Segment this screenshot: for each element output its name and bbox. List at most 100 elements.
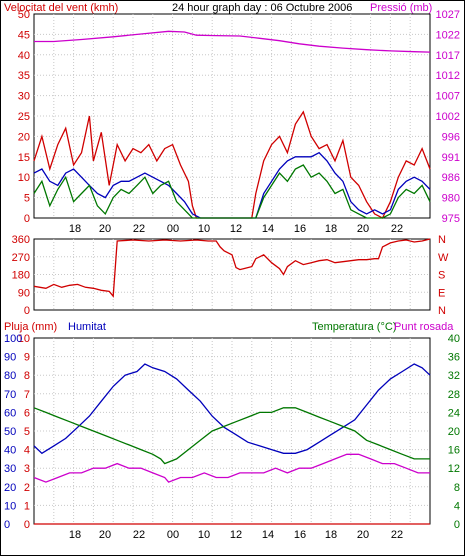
tick-label: 1 <box>24 500 30 512</box>
series-line <box>33 164 431 219</box>
hour-label: 00 <box>167 223 179 235</box>
hour-label: 12 <box>230 223 242 235</box>
tick-label: 16 <box>448 445 460 457</box>
tick-label: E <box>438 287 445 299</box>
tick-label: 40 <box>448 333 460 345</box>
tick-label: 360 <box>12 234 30 246</box>
tick-label: 1017 <box>436 50 460 62</box>
tick-label: 0 <box>4 519 10 531</box>
tick-label: 45 <box>18 29 30 41</box>
tick-label: 1012 <box>436 70 460 82</box>
tick-label: 25 <box>18 111 30 123</box>
tick-label: 4 <box>454 500 460 512</box>
tick-label: 12 <box>448 463 460 475</box>
tick-label: 986 <box>442 172 460 184</box>
tick-label: 20 <box>448 426 460 438</box>
pressure-label: Pressió (mb) <box>370 2 432 14</box>
tick-label: 10 <box>4 500 16 512</box>
hour-label: 22 <box>133 529 145 541</box>
hour-label: 22 <box>133 223 145 235</box>
tick-label: 8 <box>454 482 460 494</box>
hour-label: 18 <box>325 529 337 541</box>
tick-label: 15 <box>18 152 30 164</box>
tick-label: S <box>438 270 445 282</box>
tick-label: 30 <box>18 91 30 103</box>
tick-label: 40 <box>18 50 30 62</box>
tick-label: 90 <box>4 352 16 364</box>
tick-label: 996 <box>442 131 460 143</box>
temperature-humidity-grid <box>34 338 430 524</box>
tick-label: 1027 <box>436 9 460 21</box>
temperature-humidity-series <box>33 363 431 525</box>
tick-label: 28 <box>448 389 460 401</box>
hour-label: 20 <box>99 529 111 541</box>
series-line <box>33 453 430 483</box>
tick-label: 100 <box>4 333 22 345</box>
hour-label: 10 <box>198 223 210 235</box>
hour-label: 14 <box>262 529 274 541</box>
hour-label: 20 <box>357 529 369 541</box>
tick-label: 90 <box>18 287 30 299</box>
series-line <box>33 407 430 465</box>
tick-label: 975 <box>442 213 460 225</box>
tick-label: 10 <box>18 333 30 345</box>
tick-label: 36 <box>448 352 460 364</box>
wind-speed-label: Velocitat del vent (kmh) <box>4 2 118 14</box>
series-line <box>33 363 431 455</box>
tick-label: 3 <box>24 463 30 475</box>
tick-label: 30 <box>4 463 16 475</box>
temperature-label: Temperatura (°C) <box>312 321 396 333</box>
hour-label: 16 <box>294 529 306 541</box>
hour-labels: 18 20 22 00 10 12 14 16 18 20 22 18 20 22 00 10 12 14 16 18… <box>69 223 403 541</box>
wind-direction-series <box>33 238 431 298</box>
wind-pressure-series <box>33 30 431 219</box>
tick-label: 0 <box>454 519 460 531</box>
series-line <box>34 30 431 53</box>
tick-label: N <box>438 234 446 246</box>
hour-label: 00 <box>167 529 179 541</box>
tick-label: 0 <box>24 213 30 225</box>
hour-label: 10 <box>198 529 210 541</box>
tick-label: 5 <box>24 426 30 438</box>
tick-label: 20 <box>4 482 16 494</box>
tick-label: 50 <box>18 9 30 21</box>
tick-label: 1022 <box>436 29 460 41</box>
hour-label: 22 <box>391 529 403 541</box>
tick-label: 0 <box>24 305 30 317</box>
direction-degree-ticks: 360 270 180 90 0 <box>12 234 30 317</box>
tick-label: 980 <box>442 193 460 205</box>
tick-label: W <box>438 252 449 264</box>
hour-label: 20 <box>99 223 111 235</box>
tick-label: 7 <box>24 389 30 401</box>
tick-label: 32 <box>448 370 460 382</box>
pressure-ticks: 1027 1022 1017 1012 1007 1002 996 991 986 980 975 <box>436 9 460 225</box>
tick-label: 20 <box>18 131 30 143</box>
rain-label: Pluja (mm) <box>4 321 57 333</box>
tick-label: 2 <box>24 482 30 494</box>
hour-label: 18 <box>325 223 337 235</box>
dew-point-label: Punt rosada <box>394 321 454 333</box>
tick-label: 9 <box>24 352 30 364</box>
wind-pressure-grid <box>34 14 430 218</box>
tick-label: 8 <box>24 370 30 382</box>
humidity-label: Humitat <box>68 321 106 333</box>
hour-label: 18 <box>69 529 81 541</box>
wind-pressure-panel: Velocitat del vent (kmh) 24 hour graph d… <box>4 2 460 225</box>
hour-label: 18 <box>69 223 81 235</box>
tick-label: 5 <box>24 193 30 205</box>
tick-label: 0 <box>24 519 30 531</box>
hour-label: 22 <box>391 223 403 235</box>
chart-title: 24 hour graph day : 06 Octubre 2006 <box>172 2 352 14</box>
tick-label: 35 <box>18 70 30 82</box>
tick-label: 270 <box>12 252 30 264</box>
tick-label: 60 <box>4 407 16 419</box>
hour-label: 12 <box>230 529 242 541</box>
tick-label: 10 <box>18 172 30 184</box>
